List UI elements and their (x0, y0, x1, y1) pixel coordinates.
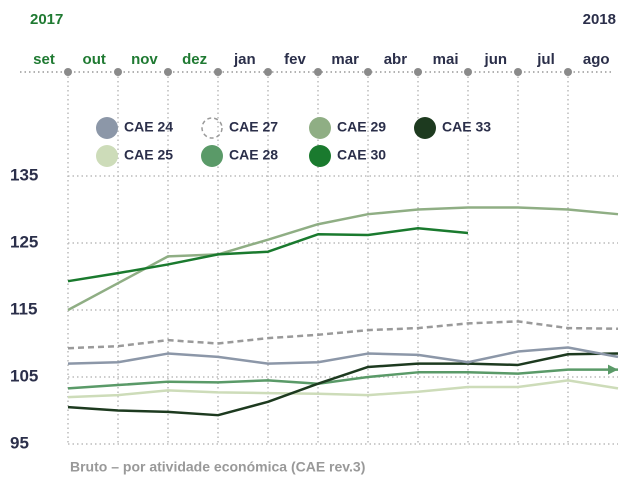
series-line (67, 320, 619, 350)
legend-swatch (96, 117, 118, 139)
y-tick-label: 125 (10, 232, 38, 251)
y-tick-label: 95 (10, 433, 29, 452)
legend-label: CAE 24 (124, 119, 173, 135)
x-tick-label: jan (233, 51, 256, 68)
legend-swatch (309, 145, 331, 167)
axis-dot (464, 68, 472, 76)
series-line (67, 352, 619, 417)
y-tick-label: 135 (10, 165, 38, 184)
legend-label: CAE 30 (337, 147, 386, 163)
x-tick-label: set (33, 51, 55, 68)
year-label: 2017 (30, 11, 63, 28)
y-tick-label: 105 (10, 366, 38, 385)
y-tick-label: 115 (10, 299, 37, 318)
axis-dot (514, 68, 522, 76)
x-tick-label: ago (583, 51, 610, 68)
legend-label: CAE 27 (229, 119, 278, 135)
axis-dot (364, 68, 372, 76)
x-tick-label: abr (384, 51, 408, 68)
x-axis-label: Bruto – por atividade económica (CAE rev… (70, 459, 365, 475)
axis-dot (164, 68, 172, 76)
x-tick-label: jun (484, 51, 508, 68)
axis-dot (264, 68, 272, 76)
x-tick-label: jul (536, 51, 555, 68)
axis-dot (314, 68, 322, 76)
axis-dot (214, 68, 222, 76)
x-tick-label: out (83, 51, 106, 68)
legend-swatch (201, 117, 223, 139)
legend-label: CAE 29 (337, 119, 386, 135)
x-tick-label: mai (433, 51, 459, 68)
legend-swatch (414, 117, 436, 139)
x-tick-label: fev (284, 51, 306, 68)
x-tick-label: nov (131, 51, 158, 68)
year-label: 2018 (583, 11, 616, 28)
arrow-head (608, 364, 618, 375)
x-tick-label: dez (182, 51, 207, 68)
legend-swatch (309, 117, 331, 139)
legend-label: CAE 28 (229, 147, 278, 163)
legend-swatch (96, 145, 118, 167)
x-tick-label: mar (331, 51, 359, 68)
axis-dot (114, 68, 122, 76)
legend-label: CAE 33 (442, 119, 491, 135)
axis-dot (564, 68, 572, 76)
series-line (67, 227, 469, 283)
legend-swatch (201, 145, 223, 167)
axis-dot (64, 68, 72, 76)
series-line (67, 379, 619, 399)
legend-label: CAE 25 (124, 147, 173, 163)
axis-dot (414, 68, 422, 76)
series-line (67, 368, 618, 390)
series-line (67, 206, 619, 312)
series-line (67, 346, 619, 365)
